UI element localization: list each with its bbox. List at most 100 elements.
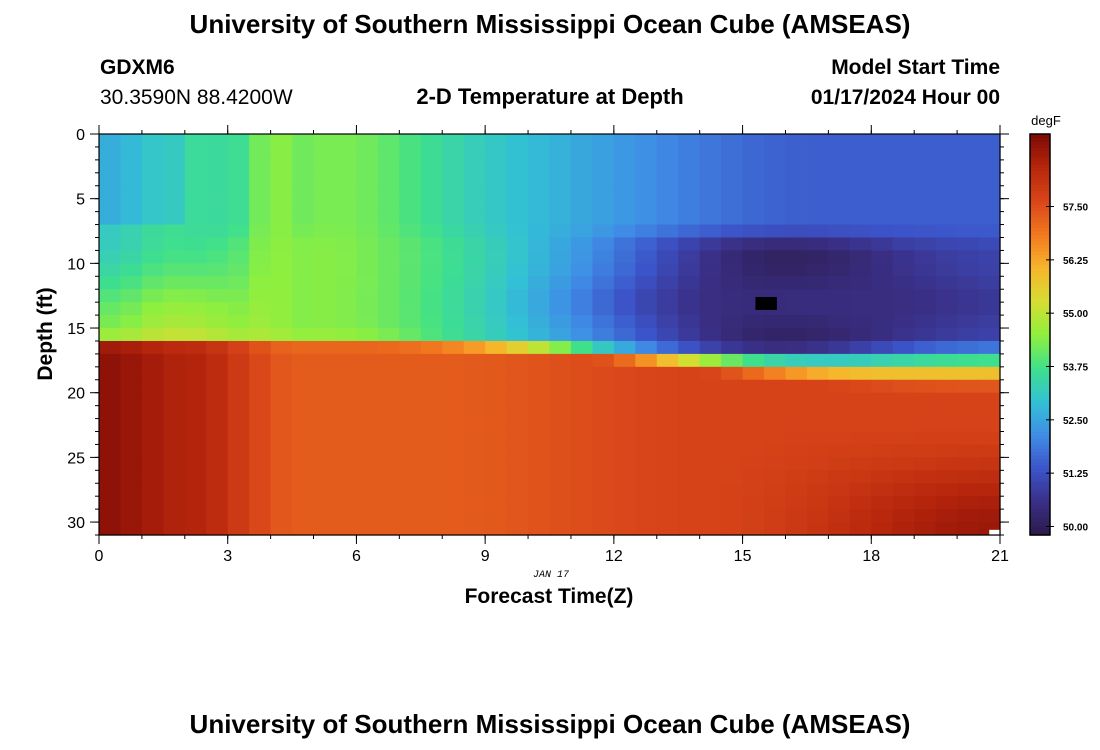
heatmap-cell [184,224,207,239]
heatmap-cell [828,509,851,523]
heatmap-cell [463,276,486,290]
heatmap-cell [613,328,636,342]
heatmap-cell [978,418,1001,433]
colorbar-segment [1030,484,1050,489]
heatmap-cell [442,250,465,264]
heatmap-cell [163,198,186,213]
heatmap-cell [699,315,722,329]
heatmap-cell [141,146,164,161]
heatmap-cell [742,263,765,277]
heatmap-cell [399,315,422,329]
heatmap-cell [656,496,679,510]
heatmap-cell [849,366,872,381]
heatmap-cell [442,353,465,368]
heatmap-cell [506,146,529,161]
heatmap-cell [656,159,679,174]
heatmap-cell [463,289,486,303]
heatmap-cell [227,392,250,407]
heatmap-cell [206,379,229,394]
heatmap-cell [334,211,358,226]
heatmap-cell [806,302,829,316]
heatmap-cell [592,457,615,471]
heatmap-cell [442,496,465,510]
heatmap-cell [935,418,958,433]
heatmap-cell [721,315,744,329]
colorbar-segment [1030,264,1050,269]
heatmap-cell [528,431,551,446]
heatmap-cell [399,263,422,277]
heatmap-cell [978,483,1001,497]
colorbar-segment [1030,367,1050,372]
heatmap-cell [785,198,808,213]
heatmap-cell [828,224,851,239]
heatmap-cell [377,276,400,290]
heatmap-cell [849,263,872,277]
heatmap-cell [292,353,315,368]
colorbar-segment [1030,254,1050,259]
heatmap-cell [721,198,744,213]
colorbar-segment [1030,140,1050,145]
heatmap-cell [592,379,615,394]
heatmap-cell [334,470,358,484]
heatmap-cell [377,289,400,303]
heatmap-cell [141,237,164,252]
colorbar-segment [1030,277,1050,282]
heatmap-cell [485,522,508,536]
heatmap-cell [914,496,937,510]
station-coords: 30.3590N 88.4200W [100,86,293,109]
heatmap-cell [163,418,186,433]
heatmap-cell [549,444,572,458]
heatmap-cell [334,263,358,277]
x-tick-label: 9 [481,548,490,565]
heatmap-cell [528,250,551,264]
heatmap-cell [656,379,679,394]
heatmap-cell [613,483,636,497]
colorbar-segment [1030,287,1050,292]
heatmap-cell [163,444,186,458]
heatmap-cell [99,328,122,342]
heatmap-cell [978,211,1001,226]
heatmap-cell [806,431,829,446]
heatmap-cell [377,431,400,446]
heatmap-cell [721,418,744,433]
heatmap-cell [592,340,615,355]
colorbar-segment [1030,271,1050,275]
heatmap-cell [871,185,894,200]
y-tick-label: 10 [67,256,85,273]
heatmap-cell [892,340,915,355]
colorbar-segment [1030,531,1050,536]
heatmap-cell [935,185,958,200]
heatmap-cell [957,366,980,381]
heatmap-cell [656,302,679,316]
heatmap-cell [742,353,765,368]
heatmap-cell [206,496,229,510]
heatmap-cell [356,237,379,252]
heatmap-cell [227,418,250,433]
heatmap-cell [592,172,615,187]
heatmap-cell [806,379,829,394]
heatmap-cell [334,134,358,148]
heatmap-cell [699,146,722,161]
heatmap-cell [506,185,529,200]
heatmap-cell [957,353,980,368]
heatmap-cell [313,211,336,226]
heatmap-cell [99,211,122,226]
heatmap-cell [463,224,486,239]
heatmap-cell [120,224,143,239]
heatmap-cell [871,263,894,277]
heatmap-cell [249,172,272,187]
heatmap-cell [463,340,486,355]
heatmap-cell [742,483,765,497]
heatmap-cell [721,263,744,277]
colorbar-segment [1030,230,1050,235]
heatmap-cell [871,315,894,329]
heatmap-cell [656,315,679,329]
heatmap-cell [828,457,851,471]
heatmap-cell [292,237,315,252]
heatmap-cell [849,276,872,290]
heatmap-cell [442,146,465,161]
heatmap-cell [506,522,529,536]
heatmap-cell [313,418,336,433]
heatmap-cell [399,418,422,433]
heatmap-cell [849,237,872,252]
